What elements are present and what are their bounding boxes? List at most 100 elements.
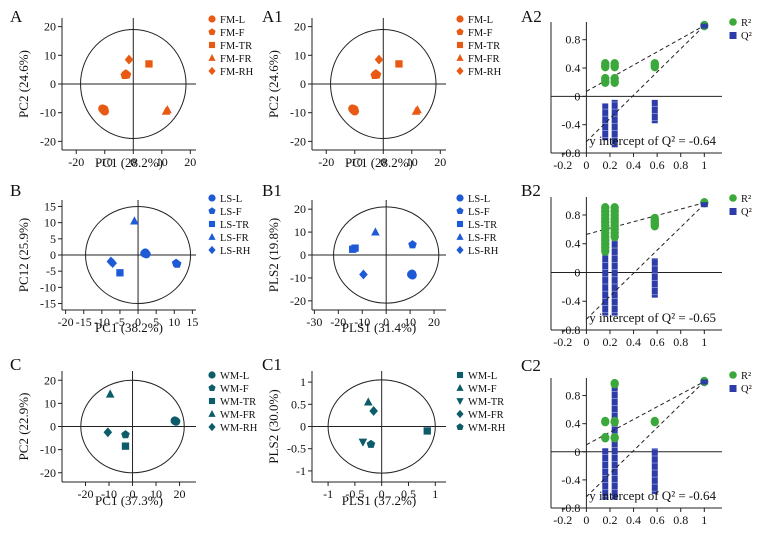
data-point [371, 227, 380, 236]
y-tick-label: 0 [574, 89, 580, 103]
x-tick-label: 10 [156, 155, 168, 169]
x-tick-label: 1 [432, 487, 438, 501]
y-tick-label: -20 [290, 294, 306, 308]
panel-label: A2 [521, 7, 542, 26]
x-tick-label: 0.6 [650, 513, 665, 527]
legend-label: LS-RH [220, 246, 251, 257]
data-point [140, 248, 150, 258]
x-tick-label: 0 [130, 487, 136, 501]
x-tick-label: 20 [174, 487, 186, 501]
x-tick-label: 0.4 [626, 513, 641, 527]
q2-endpoint [700, 202, 708, 208]
x-tick-label: 5 [153, 315, 159, 329]
x-axis-title: PC1 (37.3%) [95, 493, 163, 508]
data-point [163, 105, 172, 114]
y-tick-label: 0.5 [291, 397, 306, 411]
panel-label: B2 [521, 181, 541, 200]
legend-label: WM-L [220, 371, 249, 382]
legend-label: FM-L [220, 15, 245, 26]
legend-marker [456, 409, 464, 419]
x-tick-label: -1 [323, 487, 333, 501]
legend-label: LS-TR [220, 220, 249, 231]
x-axis-title: PLS1 (31.4%) [342, 320, 416, 335]
r2-point [610, 378, 619, 389]
panel-b2: B2 -0.2 0 0.2 0.4 0.6 0.8 1 -0.8 -0.4 0 0.4 0.8 y int… [521, 181, 752, 349]
y-tick-label: 0.8 [565, 208, 580, 222]
q2-endpoint [700, 23, 708, 29]
r2-point [601, 73, 610, 84]
y-tick-label: 0.4 [565, 237, 580, 251]
x-tick-label: 0 [135, 315, 141, 329]
y-tick-label: 20 [294, 20, 306, 34]
y-tick-label: 0 [574, 265, 580, 279]
intercept-annotation: y intercept of Q² = -0.64 [589, 133, 716, 148]
x-tick-label: 1 [701, 335, 707, 349]
y-tick-label: 0.8 [565, 389, 580, 403]
y-tick-label: -0.4 [561, 118, 580, 132]
legend-marker [208, 15, 216, 23]
x-tick-label: 0 [583, 513, 589, 527]
x-tick-label: -20 [68, 155, 84, 169]
legend-marker [456, 245, 464, 255]
data-point [121, 442, 130, 450]
legend-marker [208, 422, 216, 432]
x-tick-label: 0.6 [650, 335, 665, 349]
y-tick-label: 15 [44, 199, 56, 213]
panel-label: A1 [262, 7, 283, 26]
y-tick-label: 10 [44, 396, 56, 410]
legend-marker [208, 41, 216, 49]
legend-marker-q2 [729, 32, 737, 39]
x-tick-label: 20 [434, 155, 446, 169]
legend-label: WM-L [468, 371, 497, 382]
panel-label: A [10, 7, 23, 26]
r2-point [650, 58, 659, 69]
legend-marker-q2 [729, 385, 737, 392]
legend-marker [208, 66, 216, 76]
legend-label: R² [741, 18, 751, 29]
x-tick-label: 0 [379, 487, 385, 501]
legend-marker [456, 15, 464, 23]
y-tick-label: 20 [44, 373, 56, 387]
x-axis-title: PC1 (28.2%) [345, 155, 413, 170]
legend-label: LS-F [220, 207, 242, 218]
panel-c1: C1 -1 -0.5 0 0.5 1 -1 -0.5 0 0.5 1 PLS1 (37.2%) PLS2… [262, 355, 506, 508]
x-tick-label: -10 [347, 155, 363, 169]
y-tick-label: -0.8 [561, 501, 580, 515]
y-axis-title: PLS2 (30.0%) [266, 389, 281, 463]
legend-marker [456, 207, 464, 215]
data-point [172, 259, 182, 268]
legend-label: LS-FR [468, 233, 497, 244]
legend-label: FM-RH [468, 67, 502, 78]
legend-label: FM-L [468, 15, 493, 26]
y-tick-label: 0.8 [565, 33, 580, 47]
legend-label: WM-FR [220, 410, 256, 421]
x-tick-label: 0.2 [602, 513, 617, 527]
legend-marker [456, 220, 464, 228]
legend-label: WM-TR [468, 397, 504, 408]
x-tick-label: -20 [330, 315, 346, 329]
x-tick-label: 0 [130, 155, 136, 169]
y-tick-label: -10 [290, 106, 306, 120]
x-tick-label: 0.2 [602, 335, 617, 349]
x-axis-title: PC1 (38.2%) [95, 320, 163, 335]
y-axis-title: PLS2 (19.8%) [266, 218, 281, 292]
legend-marker [208, 384, 216, 392]
q2-bar [602, 207, 609, 316]
x-tick-label: 0 [380, 155, 386, 169]
y-tick-label: -10 [290, 271, 306, 285]
x-tick-label: 0 [583, 158, 589, 172]
data-point [130, 216, 139, 225]
x-tick-label: -10 [94, 315, 110, 329]
x-tick-label: 10 [168, 315, 180, 329]
legend-marker-r2 [729, 371, 737, 379]
y-tick-label: 0 [574, 445, 580, 459]
y-tick-label: -5 [46, 264, 56, 278]
y-tick-label: -0.8 [561, 323, 580, 337]
legend-marker [456, 54, 464, 61]
legend-label: FM-FR [468, 54, 500, 65]
legend-label: FM-TR [468, 41, 500, 52]
q2-bar [602, 448, 609, 500]
panel-a: A -20 -10 0 10 20 -20 -10 0 10 20 PC1 (28.2%) PC2 (2… [10, 7, 254, 170]
